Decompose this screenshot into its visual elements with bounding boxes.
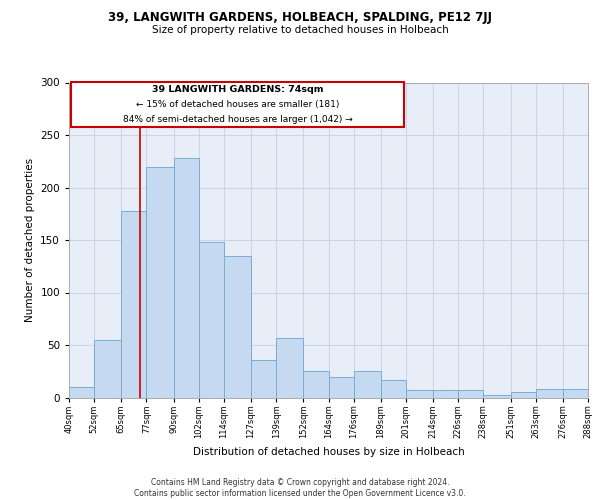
Bar xyxy=(433,390,458,398)
Bar xyxy=(536,389,563,398)
Text: Size of property relative to detached houses in Holbeach: Size of property relative to detached ho… xyxy=(152,25,448,35)
Bar xyxy=(304,371,329,398)
Text: 84% of semi-detached houses are larger (1,042) →: 84% of semi-detached houses are larger (… xyxy=(122,115,352,124)
Bar xyxy=(251,360,276,398)
Bar xyxy=(94,340,121,398)
Bar xyxy=(71,82,404,126)
Bar xyxy=(121,210,146,398)
Bar xyxy=(458,390,484,398)
Bar xyxy=(353,371,381,398)
Bar xyxy=(224,256,251,398)
Text: 39 LANGWITH GARDENS: 74sqm: 39 LANGWITH GARDENS: 74sqm xyxy=(152,86,323,94)
Bar xyxy=(329,376,353,398)
Text: 39, LANGWITH GARDENS, HOLBEACH, SPALDING, PE12 7JJ: 39, LANGWITH GARDENS, HOLBEACH, SPALDING… xyxy=(108,11,492,24)
Bar xyxy=(173,158,199,398)
Bar xyxy=(563,389,588,398)
Text: ← 15% of detached houses are smaller (181): ← 15% of detached houses are smaller (18… xyxy=(136,100,339,109)
Bar xyxy=(381,380,406,398)
Bar xyxy=(146,166,173,398)
Bar xyxy=(511,392,536,398)
X-axis label: Distribution of detached houses by size in Holbeach: Distribution of detached houses by size … xyxy=(193,446,464,456)
Bar xyxy=(199,242,224,398)
Bar xyxy=(276,338,304,398)
Y-axis label: Number of detached properties: Number of detached properties xyxy=(25,158,35,322)
Text: Contains HM Land Registry data © Crown copyright and database right 2024.
Contai: Contains HM Land Registry data © Crown c… xyxy=(134,478,466,498)
Bar xyxy=(69,387,94,398)
Bar xyxy=(484,396,511,398)
Bar xyxy=(406,390,433,398)
